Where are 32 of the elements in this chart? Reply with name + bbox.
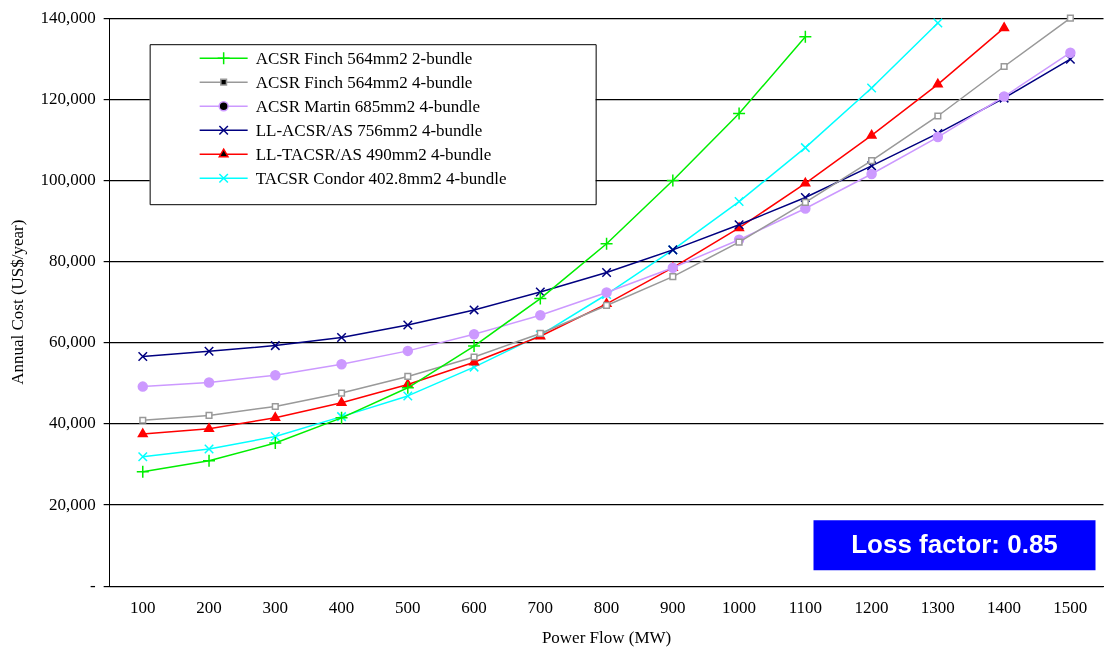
y-tick-label: 80,000 <box>48 251 96 271</box>
x-tick-label: 700 <box>527 597 554 617</box>
legend-label: ACSR Martin 685mm2 4-bundle <box>255 96 480 116</box>
legend-label: ACSR Finch 564mm2 2-bundle <box>255 48 473 68</box>
x-tick-label: 600 <box>461 597 487 617</box>
x-tick-label: 1500 <box>1053 597 1088 617</box>
y-tick-label: 20,000 <box>48 494 96 514</box>
y-tick-label: - <box>89 575 96 595</box>
y-tick-label: 120,000 <box>40 88 96 108</box>
annotation: Loss factor: 0.85 <box>851 529 1058 560</box>
x-tick-label: 1300 <box>920 597 955 617</box>
y-tick-label: 140,000 <box>40 7 96 27</box>
x-tick-label: 1200 <box>854 597 889 617</box>
x-tick-label: 300 <box>262 597 289 617</box>
y-tick-label: 60,000 <box>48 332 96 352</box>
x-tick-label: 1100 <box>788 597 823 617</box>
x-tick-label: 1000 <box>722 597 757 617</box>
legend-label: ACSR Finch 564mm2 4-bundle <box>255 72 473 92</box>
y-axis-title: Annual Cost (US$/year) <box>7 219 27 385</box>
legend-label: LL-ACSR/AS 756mm2 4-bundle <box>255 120 483 140</box>
x-tick-label: 200 <box>196 597 222 617</box>
x-tick-label: 1400 <box>987 597 1022 617</box>
y-tick-label: 40,000 <box>48 413 96 433</box>
x-tick-label: 500 <box>395 597 421 617</box>
legend-label: LL-TACSR/AS 490mm2 4-bundle <box>255 144 492 164</box>
x-axis-title: Power Flow (MW) <box>541 628 672 648</box>
legend-label: TACSR Condor 402.8mm2 4-bundle <box>255 168 507 188</box>
x-tick-label: 800 <box>593 597 620 617</box>
x-tick-label: 900 <box>660 597 686 617</box>
y-tick-label: 100,000 <box>40 169 96 189</box>
x-tick-label: 100 <box>130 597 156 617</box>
x-tick-label: 400 <box>328 597 355 617</box>
